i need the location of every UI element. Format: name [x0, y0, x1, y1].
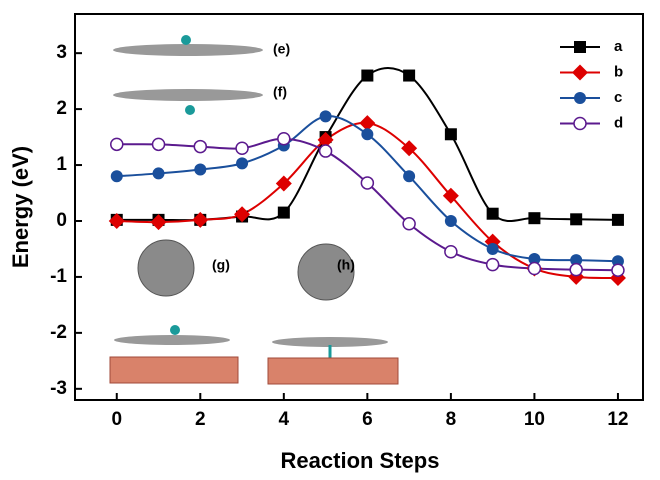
marker	[444, 128, 457, 141]
marker	[486, 242, 499, 255]
y-tick-label: -3	[50, 378, 67, 399]
surface-g	[109, 356, 239, 384]
x-tick-label: 8	[446, 409, 457, 430]
molecule-f	[113, 89, 263, 101]
x-axis-title: Reaction Steps	[281, 448, 440, 473]
x-tick-label: 10	[524, 409, 545, 430]
annotation: (e)	[273, 41, 290, 57]
marker	[442, 187, 459, 204]
marker	[403, 170, 416, 183]
marker	[275, 175, 292, 192]
marker	[361, 128, 374, 141]
x-tick-label: 12	[607, 409, 628, 430]
marker	[110, 137, 124, 152]
marker	[528, 212, 541, 225]
marker	[318, 144, 333, 158]
annotation: (f)	[273, 84, 287, 100]
x-tick-label: 4	[279, 409, 290, 430]
marker	[235, 141, 249, 156]
marker	[277, 206, 290, 219]
annotation: (g)	[212, 257, 230, 273]
legend-marker	[574, 92, 586, 104]
atom	[185, 105, 195, 115]
annotation: (h)	[337, 257, 355, 273]
y-tick-label: 2	[56, 98, 67, 119]
legend-marker	[572, 64, 588, 81]
marker	[193, 139, 208, 154]
x-tick-label: 6	[362, 409, 373, 430]
marker	[444, 214, 457, 227]
fullerene-h	[297, 243, 355, 301]
plot-frame	[74, 13, 644, 401]
surface-h	[267, 357, 399, 385]
x-tick-label: 2	[195, 409, 206, 430]
marker	[611, 213, 624, 226]
series-line	[116, 137, 618, 272]
illustrations	[109, 35, 399, 385]
y-axis-title: Energy (eV)	[8, 146, 33, 268]
legend-label: d	[614, 114, 623, 131]
marker	[444, 245, 458, 259]
legend-label: a	[614, 38, 623, 55]
marker	[236, 157, 249, 170]
marker	[361, 69, 374, 82]
fullerene-g	[137, 239, 195, 297]
marker	[570, 254, 583, 267]
y-tick-label: -2	[50, 322, 67, 343]
marker	[486, 207, 499, 220]
marker	[234, 206, 251, 223]
marker	[194, 163, 207, 176]
marker	[528, 253, 541, 266]
atom	[170, 325, 180, 335]
molecule-e	[113, 44, 263, 56]
marker	[611, 263, 625, 277]
marker	[151, 137, 166, 152]
y-tick-label: 1	[56, 154, 67, 175]
marker	[403, 69, 416, 82]
marker	[319, 110, 332, 123]
x-tick-label: 0	[111, 409, 122, 430]
marker	[360, 176, 375, 190]
marker	[359, 115, 376, 132]
marker	[402, 217, 416, 231]
y-tick-label: 0	[56, 210, 67, 231]
marker	[569, 262, 583, 277]
legend-marker	[574, 41, 586, 53]
marker	[485, 257, 500, 272]
marker	[401, 140, 418, 157]
atom	[181, 35, 191, 45]
marker	[192, 211, 209, 228]
marker	[317, 131, 334, 148]
marker	[570, 213, 583, 226]
y-tick-label: -1	[50, 266, 67, 287]
marker	[152, 167, 165, 180]
marker	[110, 170, 123, 183]
marker	[150, 214, 167, 231]
legend-label: b	[614, 63, 623, 80]
marker	[277, 132, 291, 146]
legend-label: c	[614, 89, 622, 106]
molecule-g	[114, 335, 230, 345]
marker	[527, 261, 542, 276]
molecule-h	[272, 337, 388, 347]
y-tick-label: 3	[56, 42, 67, 63]
legend-marker	[573, 116, 587, 131]
marker	[108, 212, 125, 229]
